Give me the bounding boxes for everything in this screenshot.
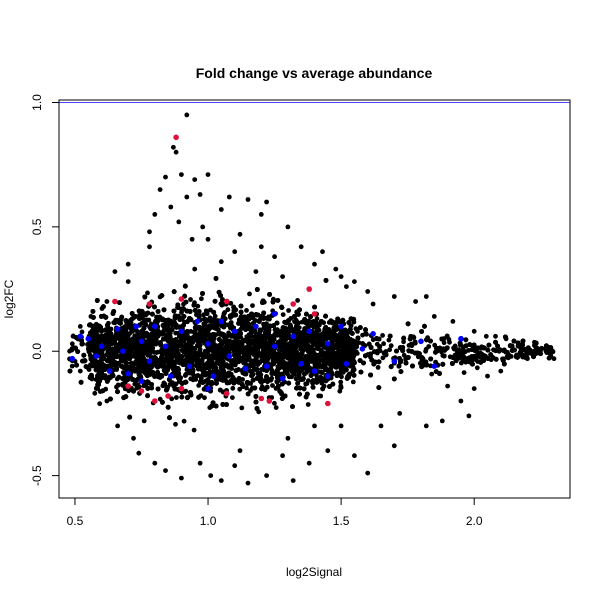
data-point: [69, 363, 75, 369]
data-point: [355, 329, 360, 334]
data-point: [339, 374, 344, 380]
data-point: [188, 297, 193, 302]
data-point: [293, 376, 299, 382]
data-point: [364, 331, 369, 337]
data-point: [230, 385, 236, 391]
data-point: [222, 310, 228, 315]
data-point: [423, 346, 429, 352]
data-point: [196, 324, 202, 330]
data-point: [196, 383, 202, 388]
data-point: [79, 329, 85, 335]
data-point: [280, 312, 286, 317]
data-point: [237, 386, 243, 392]
data-point: [388, 343, 394, 349]
data-point: [228, 300, 234, 306]
data-point: [247, 291, 252, 297]
data-point: [483, 333, 489, 339]
data-point: [314, 316, 320, 322]
data-point: [273, 405, 279, 410]
data-point: [145, 290, 150, 296]
data-point: [199, 296, 204, 302]
data-point: [244, 308, 249, 313]
data-point: [401, 352, 407, 358]
data-point: [310, 385, 316, 390]
data-point: [250, 303, 255, 308]
data-point: [295, 298, 300, 303]
data-point: [92, 390, 98, 396]
data-point: [401, 339, 406, 345]
data-point: [432, 342, 438, 348]
data-point: [316, 393, 322, 399]
data-point: [270, 383, 275, 388]
data-point: [173, 421, 178, 427]
data-point: [350, 379, 356, 385]
data-point: [525, 351, 531, 356]
points-layer: [67, 112, 557, 486]
data-point: [387, 347, 393, 353]
data-point: [381, 341, 386, 347]
data-point: [225, 307, 231, 313]
data-point: [386, 337, 392, 343]
data-point: [239, 405, 245, 411]
data-point: [441, 340, 447, 346]
data-point: [360, 332, 365, 338]
data-point: [174, 395, 179, 400]
chart-title: Fold change vs average abundance: [196, 65, 433, 81]
data-point: [272, 400, 277, 406]
data-point: [474, 365, 480, 371]
data-point: [462, 349, 468, 355]
data-point: [338, 379, 344, 385]
data-point: [408, 341, 414, 347]
data-point: [461, 370, 467, 375]
data-point: [314, 376, 320, 381]
data-point: [244, 385, 249, 391]
data-point: [337, 388, 343, 394]
data-point: [183, 388, 189, 394]
data-point: [380, 333, 385, 338]
data-point: [97, 401, 103, 407]
data-point: [202, 395, 207, 401]
data-point: [179, 310, 184, 315]
data-point: [195, 303, 201, 309]
data-point: [305, 402, 311, 407]
data-point: [429, 371, 435, 377]
data-point: [286, 308, 291, 313]
data-point: [230, 395, 235, 400]
data-point: [380, 355, 386, 361]
data-point: [447, 339, 452, 345]
data-point: [375, 365, 381, 370]
data-point: [181, 418, 187, 424]
data-point: [191, 427, 197, 433]
data-point: [169, 396, 175, 402]
